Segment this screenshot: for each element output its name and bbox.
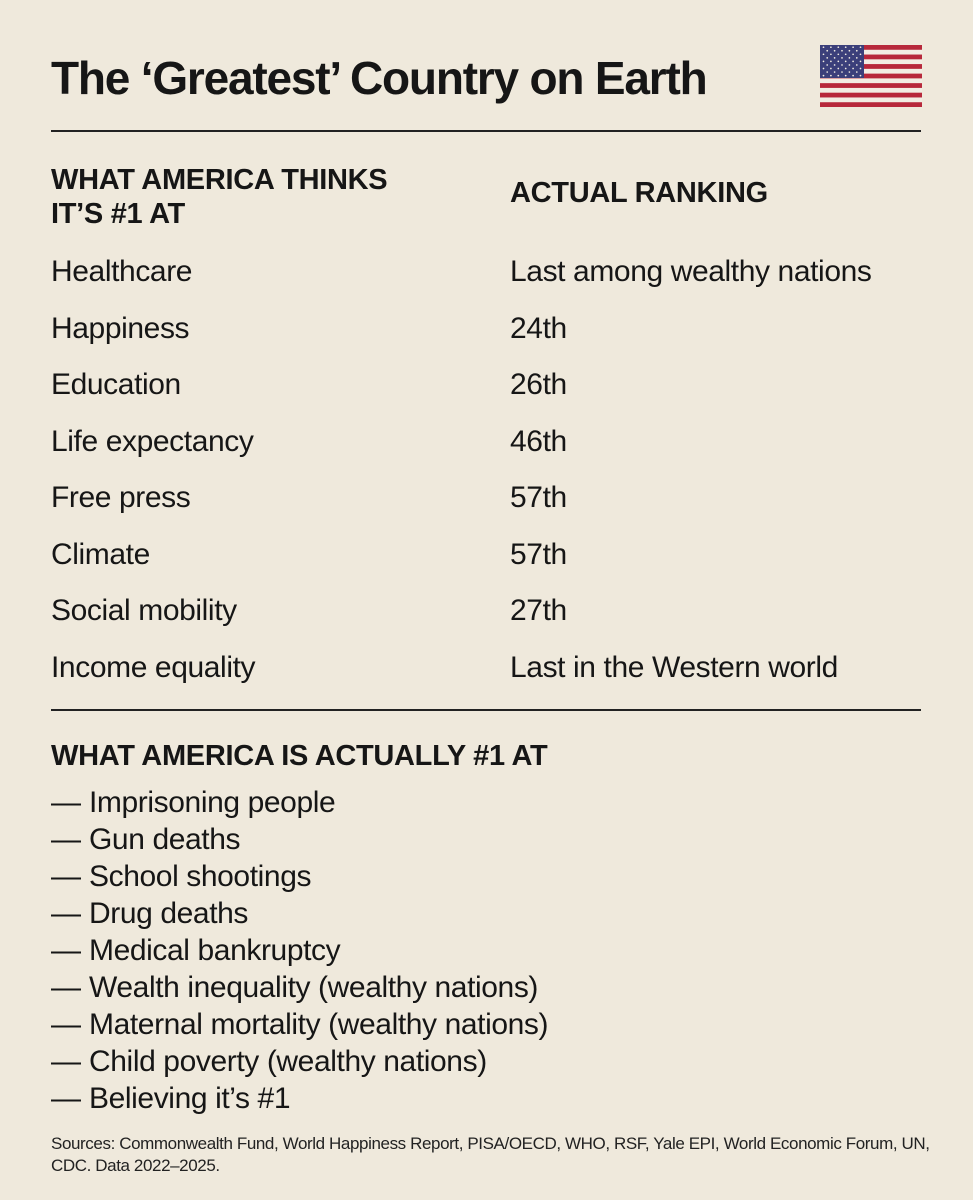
list-item: — Medical bankruptcy (51, 932, 548, 969)
table-row: Life expectancy 46th (51, 414, 951, 471)
dash-marker: — (51, 1008, 81, 1041)
actually-first-list: — Imprisoning people — Gun deaths — School … (51, 784, 549, 1117)
sources-footnote: Sources: Commonwealth Fund, World Happin… (51, 1134, 930, 1175)
table-row: Happiness 24th (51, 301, 951, 358)
ranking-value: Last in the Western world (510, 650, 838, 684)
page-title: The ‘Greatest’ Country on Earth (51, 52, 708, 104)
dash-marker: — (51, 823, 81, 856)
list-item-text: Imprisoning people (89, 786, 336, 819)
ranking-value: Last among wealthy nations (510, 255, 872, 288)
rankings-table: Healthcare Last among wealthy nations Ha… (51, 244, 951, 696)
table-row: Income equality Last in the Western worl… (51, 640, 951, 697)
ranking-value: 24th (510, 311, 567, 345)
ranking-value: 27th (510, 594, 567, 627)
us-flag-icon (820, 45, 922, 107)
list-item-text: Wealth inequality (wealthy nations) (89, 971, 539, 1004)
list-item-text: Gun deaths (89, 823, 241, 856)
dash-marker: — (51, 1045, 81, 1078)
list-item-text: Child poverty (wealthy nations) (89, 1045, 487, 1078)
table-row: Free press 57th (51, 470, 951, 527)
list-item-text: Medical bankruptcy (89, 934, 341, 967)
dash-marker: — (51, 934, 81, 967)
list-item: — Wealth inequality (wealthy nations) (51, 969, 548, 1006)
list-item: — Gun deaths (51, 821, 548, 858)
list-item: — Drug deaths (51, 895, 548, 932)
list-item: — Maternal mortality (wealthy nations) (51, 1006, 549, 1043)
ranking-value: 46th (510, 424, 567, 458)
dash-marker: — (51, 860, 81, 893)
list-item: — Imprisoning people (51, 784, 548, 821)
category-label: Happiness (51, 311, 190, 345)
dash-marker: — (51, 786, 81, 819)
ranking-value: 57th (510, 537, 567, 571)
list-item-text: Believing it’s #1 (89, 1082, 291, 1115)
table-row: Social mobility 27th (51, 583, 951, 640)
category-label: Free press (51, 481, 191, 514)
ranking-value: 57th (510, 481, 567, 514)
list-item: — Believing it’s #1 (51, 1080, 548, 1117)
dash-marker: — (51, 897, 81, 930)
list-item: — School shootings (51, 858, 548, 895)
column-header-actual-ranking: ACTUAL RANKING (510, 177, 768, 209)
category-label: Education (51, 368, 181, 401)
list-item-text: Drug deaths (89, 897, 249, 930)
category-label: Climate (51, 537, 150, 571)
category-label: Healthcare (51, 255, 193, 288)
column-header-perceived: WHAT AMERICA THINKS IT’S #1 AT (51, 164, 388, 230)
ranking-value: 26th (510, 368, 567, 401)
section-heading-actually-first: WHAT AMERICA IS ACTUALLY #1 AT (51, 740, 548, 772)
list-item: — Child poverty (wealthy nations) (51, 1043, 548, 1080)
list-item-text: Maternal mortality (wealthy nations) (89, 1008, 549, 1041)
dash-marker: — (51, 971, 81, 1004)
category-label: Life expectancy (51, 424, 254, 458)
middle-divider (51, 709, 921, 711)
list-item-text: School shootings (89, 860, 312, 893)
table-row: Education 26th (51, 357, 951, 414)
table-row: Climate 57th (51, 527, 951, 584)
dash-marker: — (51, 1082, 81, 1115)
category-label: Income equality (51, 650, 256, 684)
table-row: Healthcare Last among wealthy nations (51, 244, 951, 301)
top-divider (51, 130, 921, 132)
category-label: Social mobility (51, 594, 237, 627)
